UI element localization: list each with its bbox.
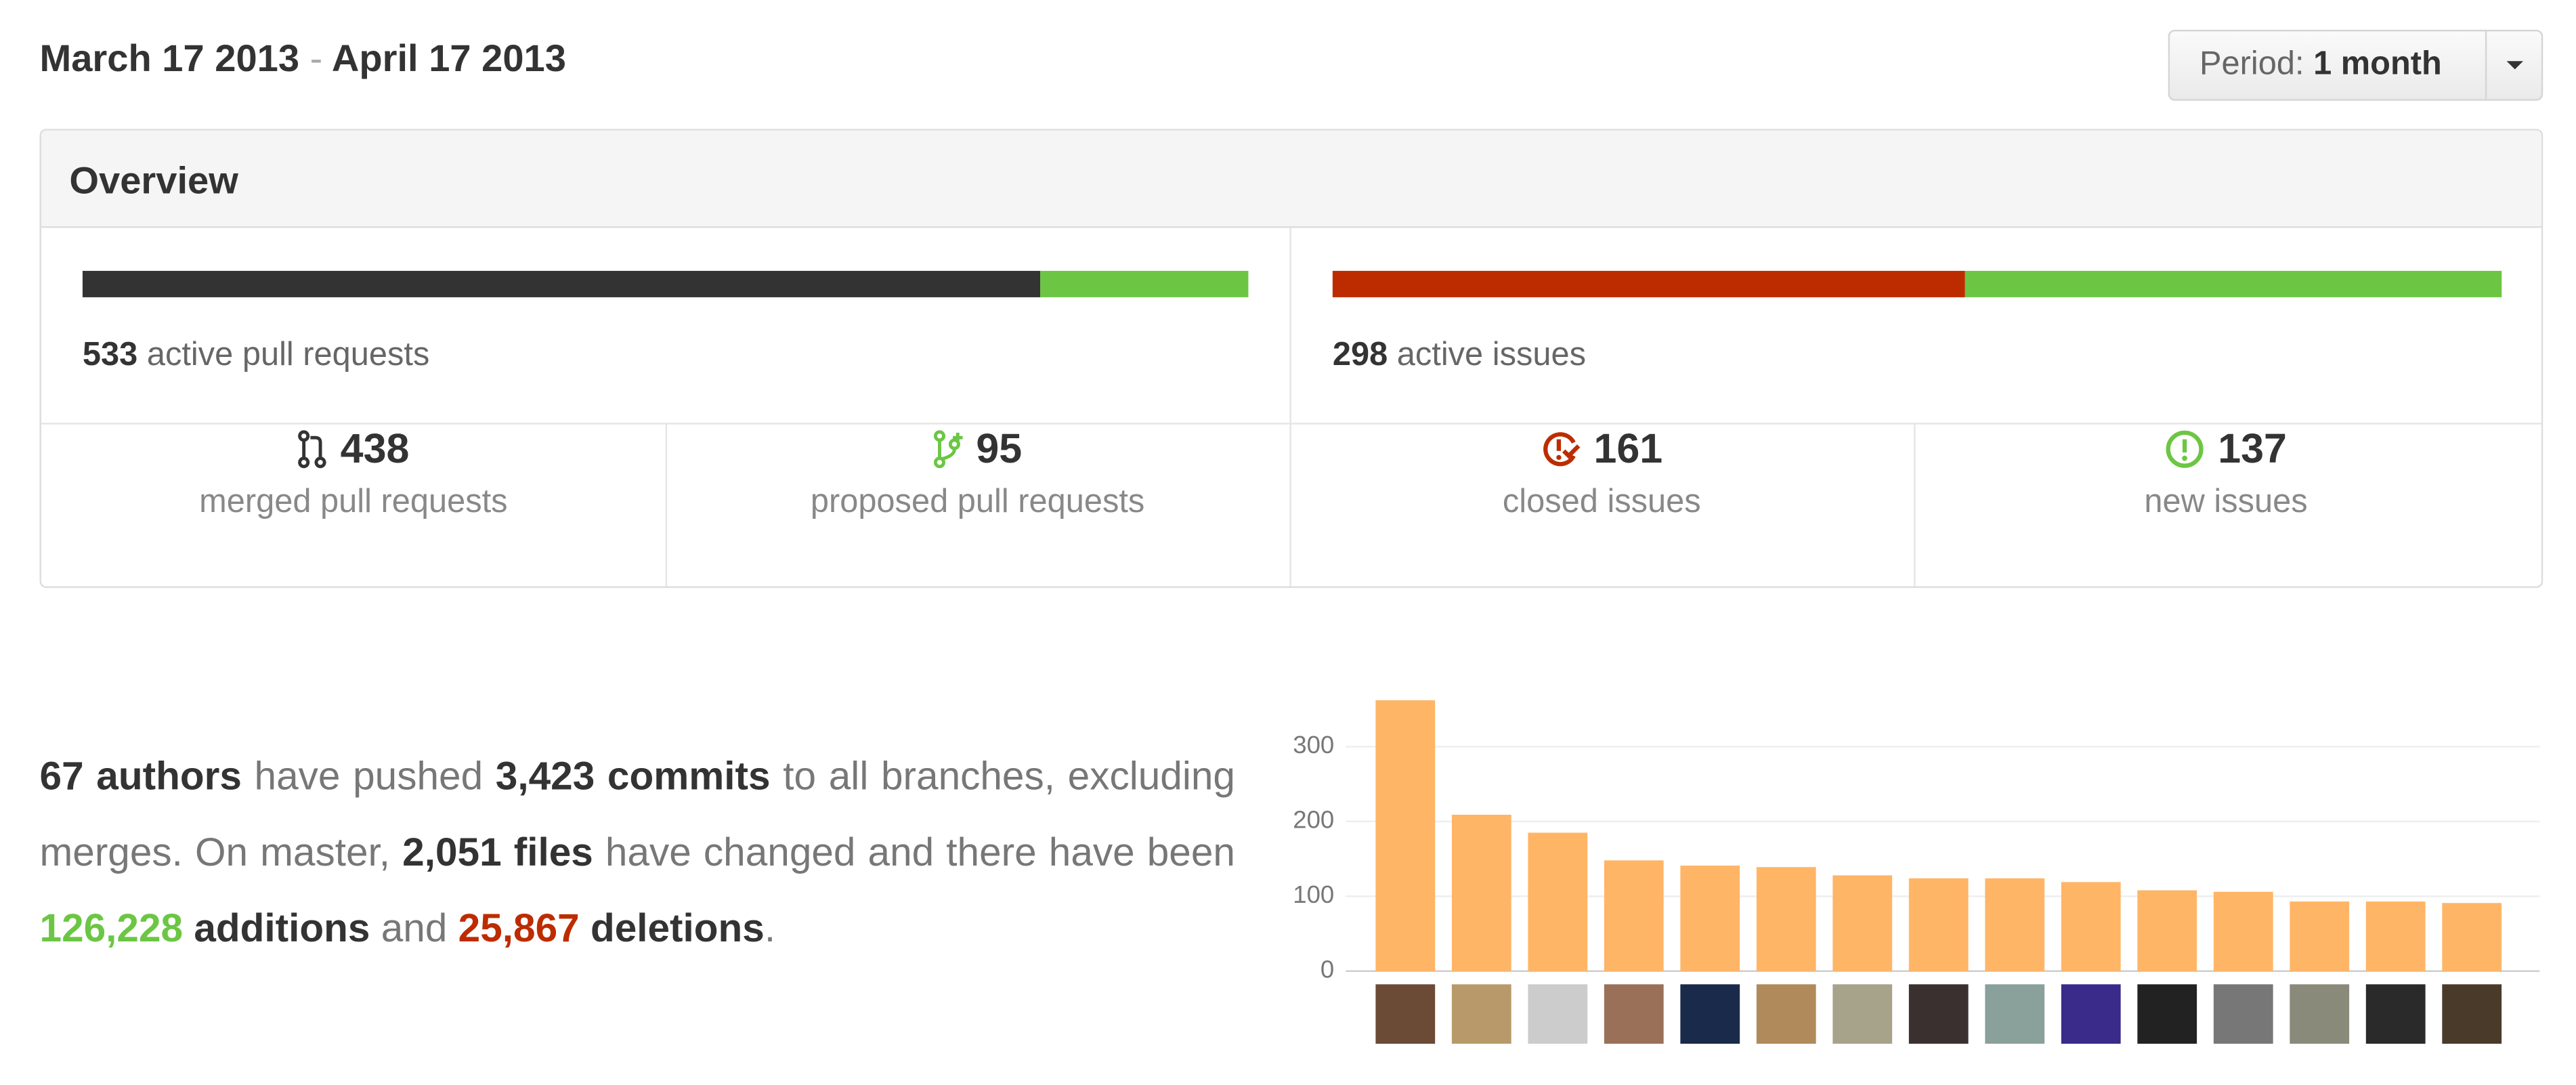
merged-icon (298, 430, 326, 469)
commits-chart: 0 100 200 300 (1293, 700, 2540, 1044)
bar (1908, 878, 1969, 971)
new-icon (2166, 430, 2204, 468)
deletions-count: 25,867 (458, 906, 580, 952)
period-label: Period: 1 month (2199, 46, 2442, 84)
caret[interactable] (2506, 61, 2523, 70)
bar (1832, 875, 1893, 971)
avatar (1604, 984, 1664, 1044)
bar (2213, 891, 2273, 971)
bar (1375, 700, 1436, 971)
stat-merged: 438 merged pull requests (41, 425, 666, 522)
active-count: 533 (82, 337, 138, 374)
overview-header: Overview (41, 130, 2541, 228)
stat-label: closed issues (1502, 484, 1701, 521)
active-label: active pull requests (146, 337, 430, 374)
date-end: April 17 2013 (331, 36, 566, 80)
stat-value: 95 (976, 425, 1023, 472)
avatar (2137, 984, 2197, 1044)
additions-count: 126,228 (39, 906, 184, 952)
avatar (1832, 984, 1893, 1044)
bar (2061, 882, 2121, 971)
text: to all branches, excluding merges. On ma… (39, 754, 1235, 876)
bar-segment (1040, 270, 1249, 297)
avatar (1756, 984, 1816, 1044)
avatar (1908, 984, 1969, 1044)
additions: additions (194, 906, 370, 952)
bar-segment (1332, 270, 1965, 297)
divider (665, 423, 668, 587)
commits: 3,423 commits (495, 754, 771, 800)
avatar (2213, 984, 2273, 1044)
bar (1451, 814, 1511, 971)
avatar (1985, 984, 2045, 1044)
divider (1914, 423, 1916, 587)
divider (1289, 228, 1291, 587)
active-prs: 533 active pull requests (83, 337, 429, 375)
y-tick-label: 200 (1293, 806, 1334, 834)
bar (1756, 867, 1816, 971)
y-tick-label: 0 (1321, 955, 1334, 983)
text: and (381, 906, 448, 952)
divider (41, 423, 2541, 425)
bar (1985, 878, 2045, 971)
proposed-icon (934, 430, 963, 469)
period-button[interactable]: Period: 1 month (2168, 29, 2543, 101)
files: 2,051 files (402, 830, 593, 876)
avatar (2290, 984, 2350, 1044)
avatar (1375, 984, 1436, 1044)
stat-value: 438 (340, 425, 410, 472)
text: have pushed (254, 754, 484, 800)
avatar (1680, 984, 1740, 1044)
bar (2137, 890, 2197, 971)
stat-new: 137 new issues (1914, 425, 2538, 522)
period-value: 1 month (2313, 46, 2442, 83)
avatar (2365, 984, 2426, 1044)
avatar (1451, 984, 1511, 1044)
stat-proposed: 95 proposed pull requests (666, 425, 1290, 522)
date-range: March 17 2013 - April 17 2013 (40, 37, 566, 81)
y-tick-label: 300 (1293, 731, 1334, 759)
stat-value: 161 (1593, 425, 1663, 472)
bar-segment (1964, 270, 2502, 297)
stat-label: new issues (2144, 484, 2308, 521)
avatar (2442, 984, 2502, 1044)
stat-value: 137 (2218, 425, 2287, 472)
text: have changed and there have been (605, 830, 1235, 876)
date-start: March 17 2013 (39, 36, 300, 80)
stat-closed: 161 closed issues (1289, 425, 1914, 522)
authors: 67 authors (39, 754, 242, 800)
text: . (764, 906, 776, 952)
active-count: 298 (1332, 337, 1388, 374)
date-separator: - (309, 36, 323, 80)
stat-label: proposed pull requests (810, 484, 1145, 521)
bar (2442, 903, 2502, 971)
bar (2290, 901, 2350, 971)
y-tick-label: 100 (1293, 880, 1334, 908)
active-issues: 298 active issues (1333, 337, 1586, 375)
bar (1680, 866, 1740, 971)
bar (1528, 832, 1588, 971)
overview: Overview 533 active pull requests 298 ac… (39, 129, 2543, 589)
active-label: active issues (1396, 337, 1586, 374)
avatar (1528, 984, 1588, 1044)
summary: 67 authors have pushed 3,423 commits to … (40, 740, 1235, 968)
closed-icon (1543, 432, 1581, 467)
bar-segment (82, 270, 1041, 297)
overview-title: Overview (69, 158, 238, 202)
period-text: Period: (2199, 46, 2304, 83)
divider (2485, 31, 2487, 100)
stat-label: merged pull requests (199, 484, 508, 521)
bar (2365, 901, 2426, 971)
avatar (2061, 984, 2121, 1044)
bar (1604, 860, 1664, 971)
deletions: deletions (590, 906, 765, 952)
